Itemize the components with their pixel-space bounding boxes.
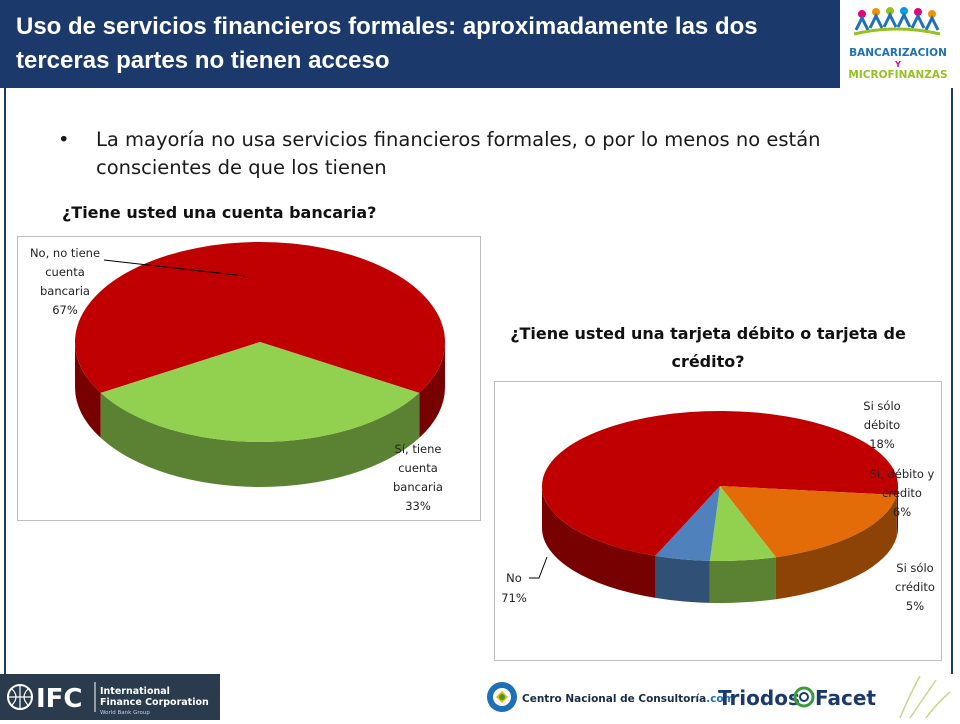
- right-border: [951, 88, 953, 674]
- label-si-cuenta-line3: bancaria: [393, 480, 443, 494]
- label-no-cuenta-line1: No, no tiene: [30, 246, 100, 260]
- congress-name-line1: BANCARIZACION: [849, 47, 947, 59]
- triodos-name: Triodos: [718, 686, 800, 710]
- label-si-cuenta-line2: cuenta: [398, 461, 438, 475]
- pie-2-sides: [542, 486, 898, 603]
- left-border: [4, 88, 6, 674]
- title-bar: Uso de servicios financieros formales: a…: [0, 0, 840, 88]
- footer-logos: IFC International Finance Corporation Wo…: [0, 674, 960, 720]
- label-debito-credito-line1: Si, débito y: [870, 467, 935, 481]
- pie-2-side-0: [542, 486, 656, 598]
- ifc-logo-graphic: IFC International Finance Corporation Wo…: [7, 682, 209, 716]
- label-no-cuenta-value: 67%: [52, 303, 78, 317]
- label-credito-value: 5%: [906, 599, 924, 613]
- people-icon: [853, 7, 941, 36]
- slide-title: Uso de servicios financieros formales: a…: [16, 13, 758, 74]
- pie-2-slice-2: [709, 486, 776, 561]
- congress-name-line2: Y: [894, 60, 901, 69]
- ifc-logo: IFC International Finance Corporation Wo…: [0, 674, 220, 720]
- label-no-value: 71%: [501, 591, 527, 605]
- cnc-name: Centro Nacional de Consultoría.com: [522, 693, 735, 705]
- pie-1-side-0-1: [419, 342, 445, 438]
- label-no-cuenta-line3: bancaria: [40, 284, 90, 298]
- pie-2-tops: [542, 411, 898, 561]
- chart-2-frame: No 71% Si sólo débito 18% Si, débito y c…: [494, 381, 942, 661]
- chart-2-svg: No 71% Si sólo débito 18% Si, débito y c…: [501, 399, 935, 613]
- triodos-knot-icon: [793, 686, 815, 708]
- pie-2-slice-1: [720, 486, 897, 558]
- pie-1-tops: [74, 241, 445, 442]
- pie-2-side-0-1: [896, 486, 898, 537]
- pie-1-side-1: [100, 392, 420, 487]
- pie-1-slice-0: [74, 241, 445, 393]
- chart-1-frame: No, no tiene cuenta bancaria 67% Sí, tie…: [17, 236, 481, 521]
- chart-1-question: ¿Tiene usted una cuenta bancaria?: [62, 203, 377, 222]
- bullet-marker: •: [58, 128, 70, 151]
- label-no-line1: No: [506, 571, 522, 585]
- chart-1-svg: No, no tiene cuenta bancaria 67% Sí, tie…: [30, 241, 445, 513]
- label-si-cuenta-line1: Sí, tiene: [395, 442, 442, 456]
- pie-2-side-2: [709, 557, 776, 603]
- ifc-name-line1: International: [100, 686, 170, 697]
- label-debito-credito-value: 6%: [893, 505, 911, 519]
- cnc-logo-icon: [487, 682, 517, 712]
- leader-line-no: [529, 556, 548, 579]
- pie-2-slice-3: [655, 486, 720, 561]
- decorative-lines: [899, 675, 951, 719]
- chart-2-labels: No 71% Si sólo débito 18% Si, débito y c…: [501, 399, 935, 613]
- chart-1-labels: No, no tiene cuenta bancaria 67% Sí, tie…: [30, 246, 443, 513]
- label-credito-line1: Si sólo: [896, 561, 933, 575]
- ifc-mark: IFC: [36, 684, 83, 714]
- label-debito-value: 18%: [869, 437, 895, 451]
- label-debito-line2: débito: [864, 418, 900, 432]
- label-no-cuenta-line2: cuenta: [45, 265, 85, 279]
- pie-2-side-3: [655, 555, 710, 603]
- partner-logos: Centro Nacional de Consultoría.com Triod…: [220, 674, 960, 720]
- label-credito-line2: crédito: [895, 580, 935, 594]
- pie-1-slice-1: [100, 342, 420, 442]
- chart-2-question: ¿Tiene usted una tarjeta débito o tarjet…: [510, 324, 906, 371]
- bullet-text: La mayoría no usa servicios financieros …: [96, 128, 821, 179]
- label-si-cuenta-value: 33%: [405, 499, 431, 513]
- congress-logo: BANCARIZACION Y MICROFINANZAS: [840, 0, 960, 88]
- label-debito-line1: Si sólo: [863, 399, 900, 413]
- facet-name: Facet: [815, 686, 876, 710]
- pie-2-side-1: [775, 494, 897, 600]
- ifc-sub: World Bank Group: [100, 710, 150, 716]
- pie-2-slice-0: [542, 411, 898, 556]
- congress-logo-graphic: BANCARIZACION Y MICROFINANZAS: [848, 7, 948, 81]
- congress-name-line3: MICROFINANZAS: [848, 69, 947, 81]
- leader-line-no: [103, 259, 246, 277]
- pie-1-sides: [75, 342, 445, 487]
- label-debito-credito-line2: crédito: [882, 486, 922, 500]
- pie-1-side-0: [75, 342, 101, 438]
- ifc-name-line2: Finance Corporation: [100, 697, 209, 708]
